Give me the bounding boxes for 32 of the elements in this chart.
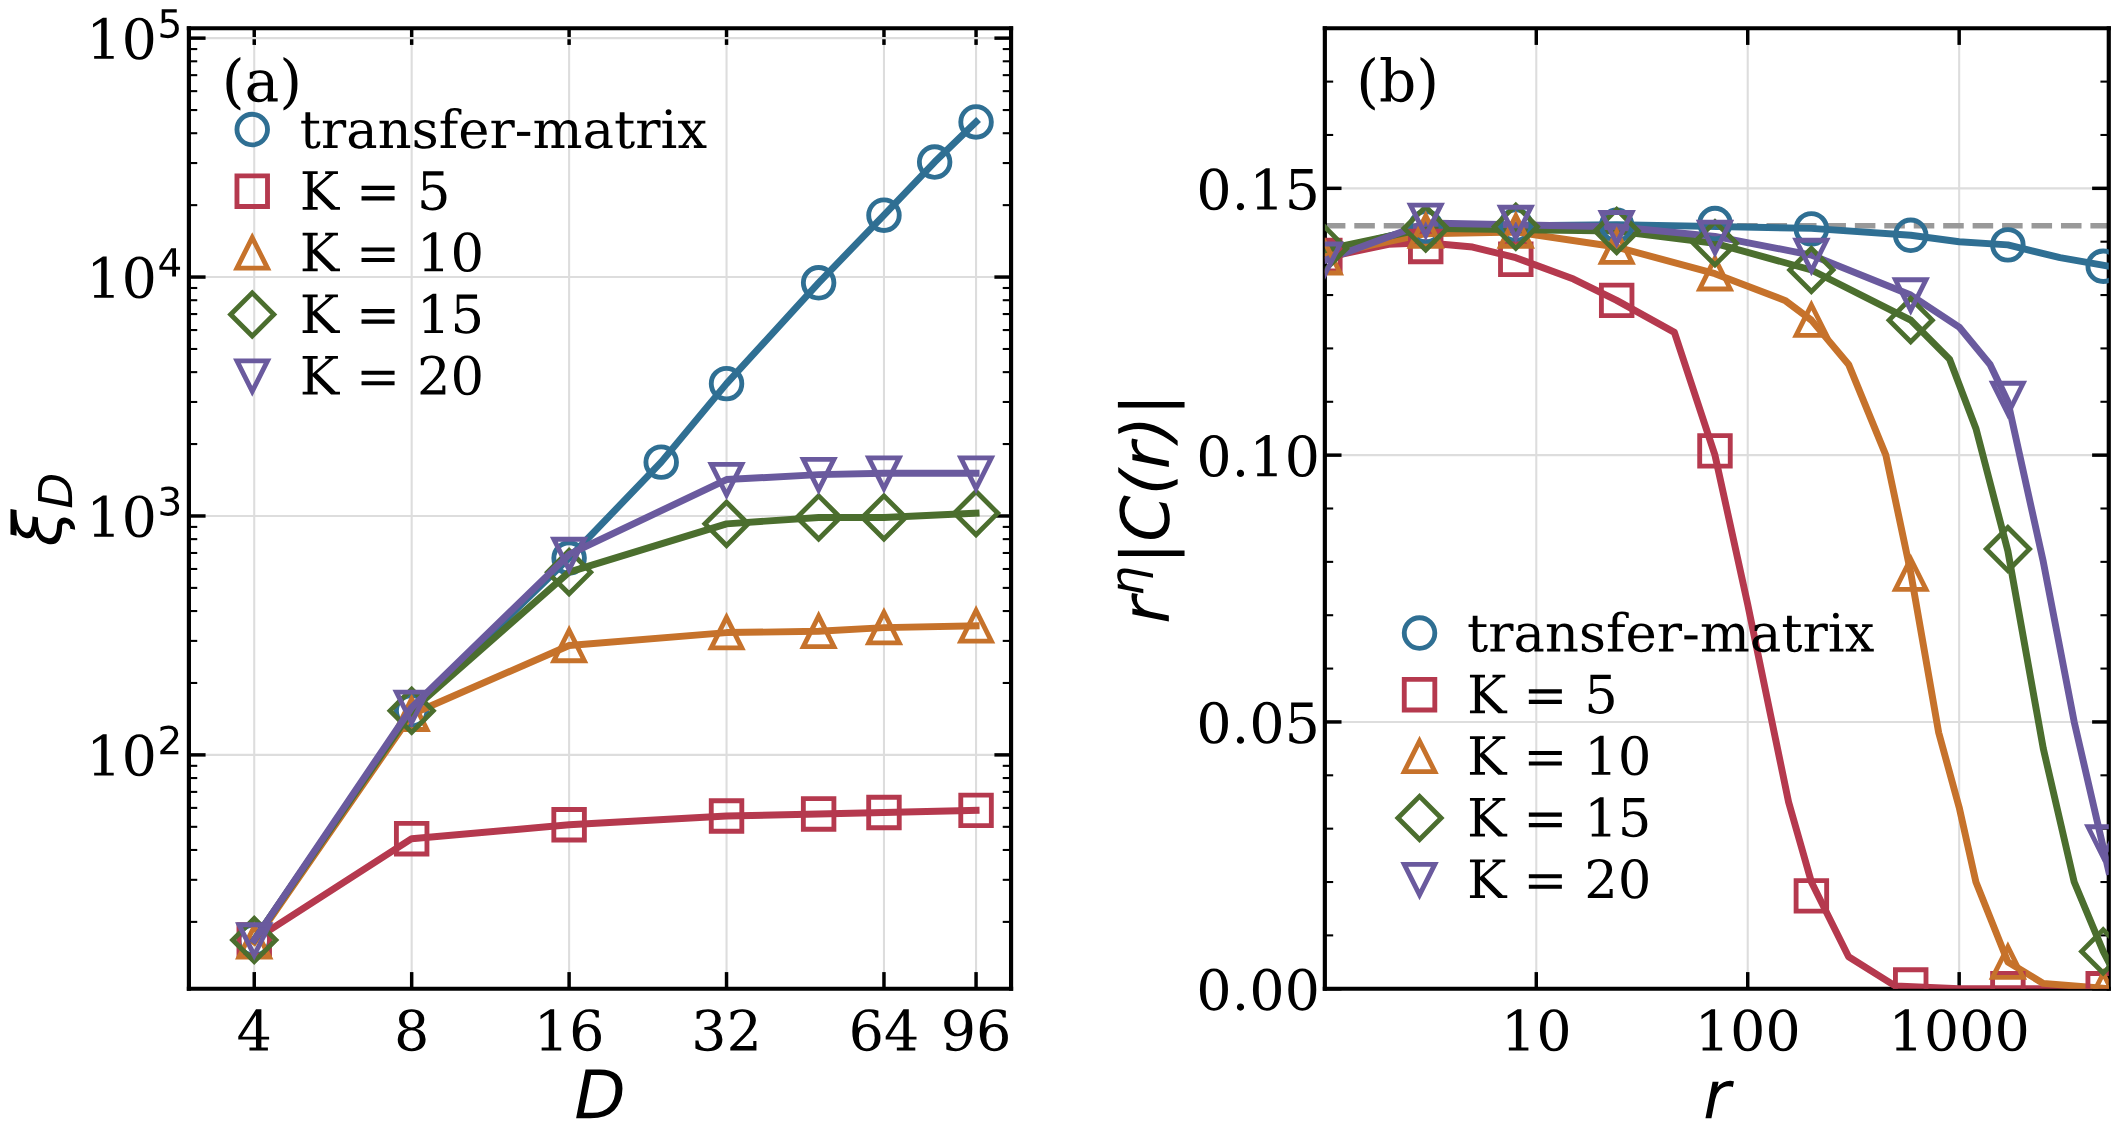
x-tick-label: 16 — [540, 1009, 601, 1052]
x-tick-label: 32 — [695, 1009, 757, 1052]
y-tick-label: 10$^{5}$ — [93, 9, 179, 60]
y-tick-label: 0.15 — [1199, 168, 1316, 211]
legend-label: K = 5 — [302, 171, 447, 211]
annotation: (a) — [226, 57, 298, 111]
y-axis-title: ξ$_{D}$ — [10, 474, 76, 545]
x-tick-label: 96 — [944, 1009, 1008, 1052]
x-tick-label: 64 — [852, 1009, 917, 1052]
y-tick-label: 10$^{4}$ — [93, 248, 181, 299]
legend-label: K = 20 — [302, 355, 481, 396]
x-tick-label: 100 — [1701, 1009, 1798, 1052]
legend-label: K = 10 — [302, 232, 481, 273]
y-tick-label: 0.05 — [1199, 701, 1316, 744]
x-tick-label: 4 — [238, 1009, 270, 1051]
y-tick-label: 10$^{2}$ — [93, 725, 179, 777]
x-tick-label: 1000 — [1895, 1009, 2027, 1052]
legend-label: K = 15 — [302, 293, 481, 334]
legend-label: K = 15 — [1469, 797, 1648, 838]
x-axis-title: r — [1705, 1080, 1734, 1119]
annotation: (b) — [1360, 57, 1435, 111]
y-axis-title: r$^{η}$|C(r)| — [1117, 401, 1185, 622]
x-axis-title: D — [576, 1069, 623, 1119]
x-tick-label: 10 — [1507, 1009, 1568, 1052]
legend-label: K = 10 — [1469, 735, 1648, 776]
legend-label: transfer-matrix — [301, 107, 707, 149]
y-tick-label: 10$^{3}$ — [93, 486, 180, 538]
y-tick-label: 0.10 — [1199, 435, 1317, 478]
x-tick-label: 8 — [397, 1009, 426, 1052]
y-tick-label: 0.00 — [1199, 968, 1317, 1011]
legend-label: K = 20 — [1469, 858, 1648, 899]
legend-label: K = 5 — [1469, 674, 1614, 714]
